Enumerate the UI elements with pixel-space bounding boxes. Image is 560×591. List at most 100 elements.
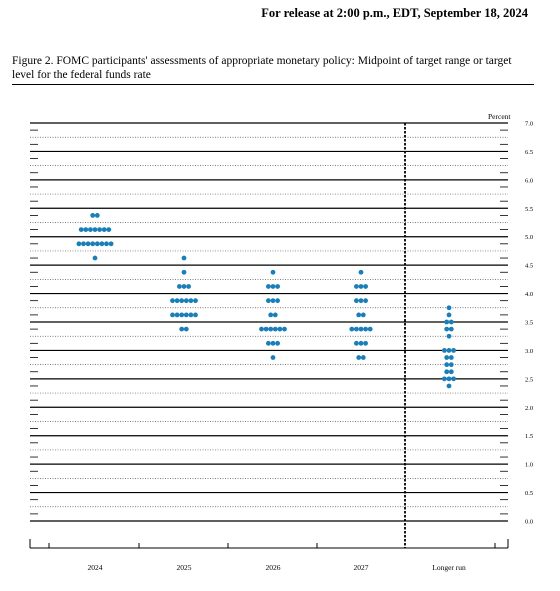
participant-dot [83, 227, 89, 233]
participant-dot [181, 269, 187, 275]
y-tick-label: 5.0 [525, 234, 533, 241]
y-tick-label: 5.5 [525, 206, 533, 213]
participant-dot [448, 355, 454, 360]
participant-dot [275, 298, 280, 304]
y-tick-label: 3.0 [525, 348, 533, 355]
participant-dot [446, 333, 452, 339]
participant-dot [259, 326, 264, 332]
participant-dot [354, 340, 359, 346]
y-tick-label: 4.0 [525, 291, 533, 298]
participant-dot [270, 269, 276, 275]
participant-dot [272, 326, 278, 332]
participant-dot [92, 227, 98, 233]
y-tick-label: 6.5 [525, 149, 533, 156]
participant-dot [106, 227, 112, 233]
participant-dot [275, 284, 280, 289]
participant-dot [446, 312, 452, 318]
participant-dot [277, 326, 283, 332]
participant-dot [446, 305, 452, 311]
participant-dot [183, 326, 189, 332]
y-tick-label: 1.5 [525, 433, 533, 440]
participant-dot [367, 326, 373, 332]
figure-caption: Figure 2. FOMC participants' assessments… [12, 55, 512, 81]
participant-dot [181, 284, 187, 289]
participant-dot [270, 340, 276, 346]
participant-dot [360, 355, 366, 360]
participant-dot [270, 298, 276, 304]
participant-dot [363, 326, 368, 332]
participant-dot [193, 312, 198, 318]
participant-dot [92, 255, 98, 261]
participant-dot [179, 312, 185, 318]
participant-dot [446, 376, 452, 382]
participant-dot [179, 298, 185, 304]
participant-dot [78, 227, 84, 233]
x-category-label: 2026 [266, 563, 281, 572]
participant-dot [81, 241, 86, 247]
participant-dot [181, 255, 187, 261]
participant-dot [177, 284, 182, 289]
participant-dot [90, 212, 96, 218]
x-category-label: Longer run [432, 563, 466, 572]
y-tick-label: 3.5 [525, 320, 533, 327]
participant-dot [356, 355, 362, 360]
participant-dot [268, 326, 274, 332]
participant-dot [179, 326, 185, 332]
participant-dot [349, 326, 355, 332]
participant-dot [363, 284, 368, 289]
participant-dot [268, 312, 274, 318]
participant-dot [446, 348, 452, 353]
x-category-label: 2027 [354, 563, 369, 572]
participant-dot [356, 312, 362, 318]
participant-dot [266, 298, 271, 304]
participant-dot [444, 355, 450, 360]
participant-dot [186, 284, 192, 289]
participant-dot [358, 340, 364, 346]
participant-dot [354, 298, 359, 304]
participant-dot [94, 241, 100, 247]
participant-dot [446, 383, 452, 389]
participant-dot [448, 326, 454, 332]
participant-dot [358, 284, 364, 289]
participant-dot [88, 227, 93, 233]
x-category-label: 2024 [88, 563, 103, 572]
participant-dot [448, 369, 454, 375]
participant-dot [99, 241, 105, 247]
participant-dot [170, 298, 175, 304]
participant-dot [85, 241, 91, 247]
participant-dot [76, 241, 82, 247]
release-notice: For release at 2:00 p.m., EDT, September… [261, 6, 528, 20]
y-tick-label: 7.0 [525, 121, 533, 128]
participant-dot [358, 326, 364, 332]
y-axis-label: Percent [488, 112, 511, 121]
participant-dot [183, 312, 189, 318]
participant-dot [442, 376, 447, 382]
participant-dot [97, 227, 102, 233]
participant-dot [360, 312, 366, 318]
participant-dot [451, 376, 456, 382]
participant-dot [270, 355, 276, 360]
participant-dot [354, 326, 359, 332]
participant-dot [104, 241, 109, 247]
participant-dot [174, 312, 180, 318]
y-tick-label: 0.5 [525, 490, 533, 497]
participant-dot [444, 362, 450, 368]
y-tick-label: 2.5 [525, 376, 533, 383]
participant-dot [188, 312, 194, 318]
participant-dot [448, 362, 454, 368]
participant-dot [263, 326, 269, 332]
participant-dot [444, 326, 450, 332]
participant-dot [101, 227, 107, 233]
participant-dot [188, 298, 194, 304]
participant-dot [363, 298, 368, 304]
participant-dot [183, 298, 189, 304]
participant-dot [358, 269, 364, 275]
x-category-label: 2025 [177, 563, 192, 572]
participant-dot [266, 340, 271, 346]
participant-dot [266, 284, 271, 289]
participant-dot [108, 241, 114, 247]
participant-dot [448, 319, 454, 325]
y-tick-label: 6.0 [525, 177, 533, 184]
y-tick-label: 4.5 [525, 263, 533, 270]
